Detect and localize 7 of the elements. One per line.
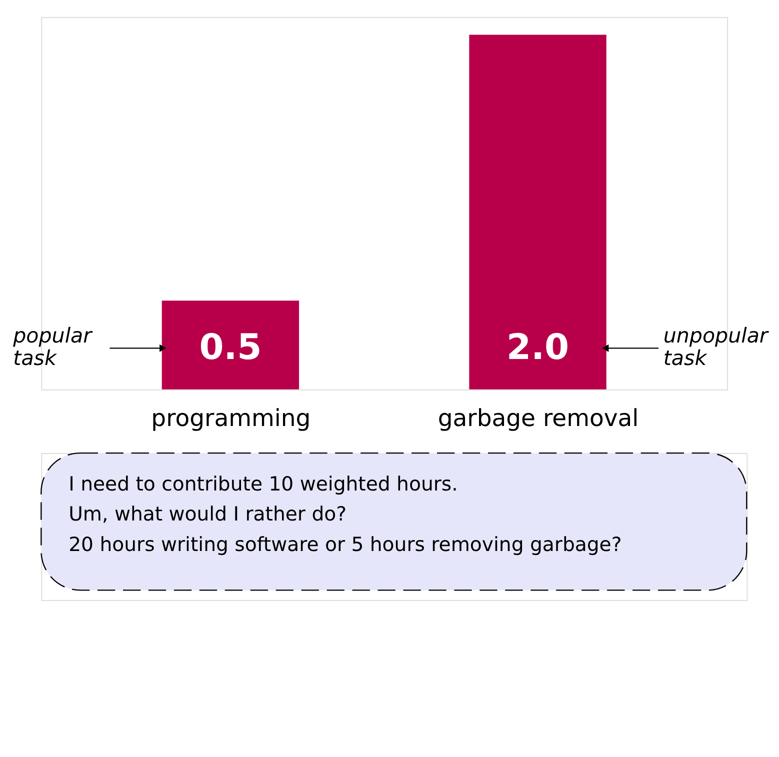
x-tick-label: garbage removal [438, 404, 639, 432]
data-label: 0.5 [199, 326, 262, 368]
annotation: unpopular task [663, 323, 770, 370]
x-tick-label: programming [151, 404, 311, 432]
data-label: 2.0 [506, 326, 570, 368]
text: I need to contribute 10 weighted hours. Um, what would I rather do? 20 hours writing software or 5 hours removing garbage? [68, 472, 622, 556]
annotation: popular task [12, 323, 94, 370]
